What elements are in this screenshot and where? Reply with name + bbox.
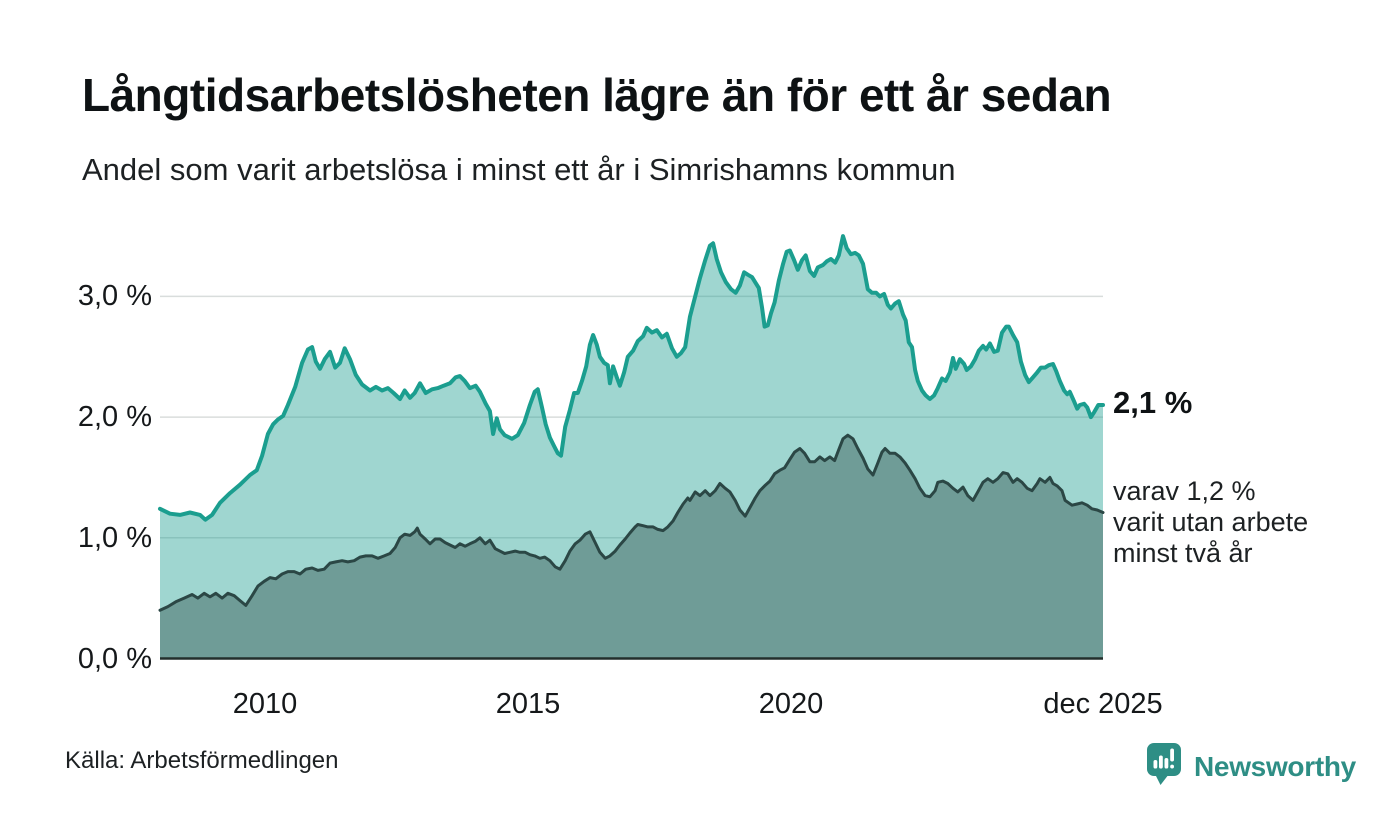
x-axis-tick-label: 2020 <box>758 688 824 720</box>
series2-note-line1: varav 1,2 % <box>1113 476 1256 506</box>
newsworthy-bubble-icon <box>1146 742 1183 792</box>
newsworthy-wordmark: Newsworthy <box>1194 751 1356 782</box>
series1-end-value-label: 2,1 % <box>1113 385 1193 420</box>
y-axis-tick-label: 0,0 % <box>77 643 152 675</box>
y-axis-tick-label: 1,0 % <box>77 522 152 554</box>
series2-note-line3: minst två år <box>1113 538 1253 568</box>
chart-title: Långtidsarbetslösheten lägre än för ett … <box>82 69 1112 121</box>
x-axis-tick-label: 2015 <box>495 688 561 720</box>
source-note: Källa: Arbetsförmedlingen <box>65 747 339 774</box>
x-axis-labels: 2010 2015 2020 dec 2025 <box>0 688 1400 728</box>
x-axis-tick-label: 2010 <box>232 688 298 720</box>
series2-note: varav 1,2 % varit utan arbete minst två … <box>1113 476 1308 569</box>
y-axis-labels: 0,0 % 1,0 % 2,0 % 3,0 % <box>0 0 152 700</box>
x-axis-tick-label: dec 2025 <box>1043 688 1163 720</box>
y-axis-tick-label: 2,0 % <box>77 401 152 433</box>
newsworthy-logo: Newsworthy <box>1146 742 1356 792</box>
y-axis-tick-label: 3,0 % <box>77 280 152 312</box>
series2-note-line2: varit utan arbete <box>1113 507 1309 537</box>
chart-subtitle: Andel som varit arbetslösa i minst ett å… <box>82 152 956 187</box>
